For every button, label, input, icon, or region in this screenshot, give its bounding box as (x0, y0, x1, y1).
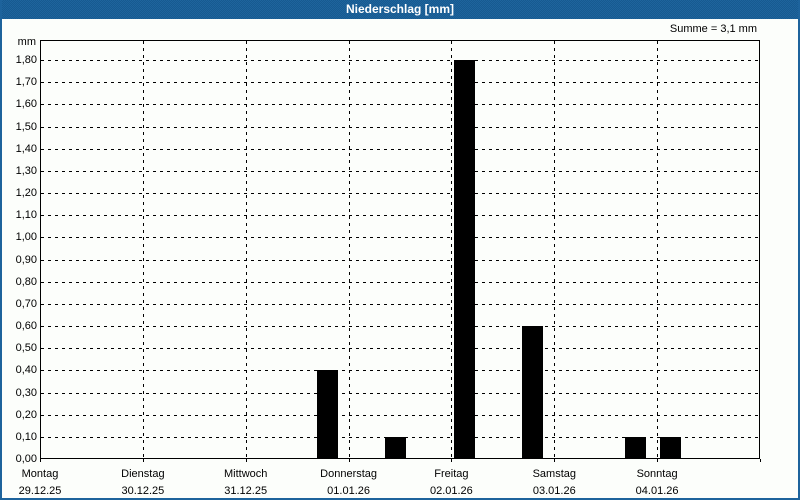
y-tick-label: 1,80 (15, 54, 37, 66)
y-tick-label: 1,00 (15, 231, 37, 244)
precip-bar (522, 326, 544, 459)
y-tick-label: 1,20 (15, 187, 37, 199)
y-tick-label: 0,40 (15, 364, 37, 377)
plot-area (40, 40, 760, 459)
x-axis-tick (657, 459, 659, 462)
h-gridline (41, 326, 759, 327)
x-date-label: 04.01.26 (635, 485, 679, 497)
v-gridline (142, 41, 144, 458)
v-gridline (348, 41, 350, 458)
h-gridline (41, 82, 759, 84)
y-tick-label: 0,50 (15, 342, 37, 355)
y-tick-label: 0,20 (15, 408, 37, 421)
x-date-label: 03.01.26 (532, 485, 576, 497)
window-frame-right (798, 0, 800, 500)
x-axis-tick (245, 459, 247, 462)
x-day-label: Dienstag (121, 468, 165, 480)
x-day-label: Montag (21, 468, 59, 480)
y-tick-label: 0,30 (15, 386, 37, 399)
y-tick-label: 1,40 (15, 142, 37, 155)
h-gridline (41, 126, 759, 128)
v-gridline (245, 41, 247, 458)
x-axis-tick (142, 459, 144, 462)
h-gridline (41, 215, 759, 217)
y-tick-label: 0,70 (15, 297, 37, 310)
x-axis-tick (40, 459, 41, 462)
window-frame-bottom (0, 498, 800, 500)
y-tick-label: 1,30 (15, 164, 37, 177)
x-axis-tick (348, 459, 350, 462)
precip-bar (660, 436, 681, 459)
x-day-label: Mittwoch (223, 468, 268, 480)
h-gridline (41, 104, 759, 106)
window-titlebar: Niederschlag [mm] (0, 0, 800, 19)
y-tick-label: 1,60 (15, 98, 37, 111)
window-title: Niederschlag [mm] (345, 2, 455, 16)
window-frame-left (0, 0, 2, 500)
x-axis-tick (451, 459, 453, 462)
x-day-label: Sonntag (636, 468, 678, 480)
x-day-label: Donnerstag (320, 468, 378, 480)
x-date-label: 30.12.25 (121, 485, 165, 497)
v-gridline (554, 41, 556, 458)
h-gridline (41, 303, 759, 305)
h-gridline (41, 193, 759, 194)
y-tick-label: 1,50 (15, 120, 37, 133)
y-tick-label: 1,10 (15, 209, 37, 222)
y-tick-label: 0,90 (15, 253, 37, 266)
y-tick-label: 0,60 (15, 320, 37, 332)
x-date-label: 02.01.26 (429, 485, 473, 497)
v-gridline (451, 41, 453, 458)
y-axis-unit-label: mm (17, 36, 36, 48)
x-day-label: Freitag (434, 468, 469, 480)
h-gridline (41, 281, 759, 283)
x-date-label: 29.12.25 (18, 485, 62, 497)
h-gridline (41, 414, 759, 416)
y-tick-label: 1,70 (15, 76, 37, 89)
x-date-label: 31.12.25 (224, 485, 268, 497)
h-gridline (41, 237, 759, 239)
y-tick-label: 0,80 (15, 275, 37, 288)
y-tick-label: 0,10 (15, 430, 37, 443)
x-day-label: Samstag (532, 468, 576, 480)
x-axis-tick (554, 459, 556, 462)
precip-bar (385, 436, 407, 459)
precip-bar (454, 60, 476, 459)
x-axis-tick (760, 459, 761, 462)
precip-bar (625, 436, 646, 459)
y-tick-label: 0,00 (15, 453, 37, 465)
h-gridline (41, 259, 759, 261)
h-gridline (41, 370, 759, 372)
h-gridline (41, 392, 759, 394)
h-gridline (41, 60, 759, 61)
h-gridline (41, 148, 759, 150)
h-gridline (41, 348, 759, 350)
v-gridline (657, 41, 659, 458)
precip-bar (316, 370, 338, 459)
h-gridline (41, 170, 759, 172)
x-date-label: 01.01.26 (327, 485, 370, 497)
sum-annotation: Summe = 3,1 mm (669, 23, 757, 35)
